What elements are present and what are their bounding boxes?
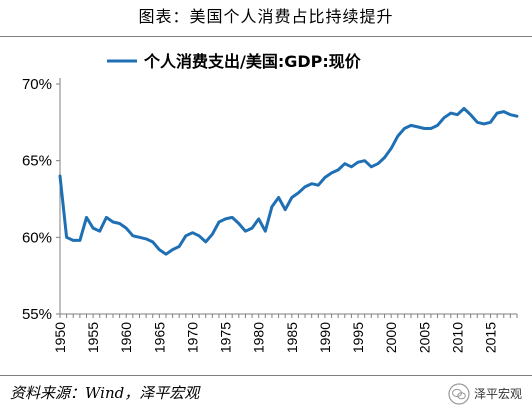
footer-divider <box>0 375 532 376</box>
x-tick-label: 1995 <box>350 322 366 353</box>
y-tick-label: 70% <box>22 76 52 93</box>
x-tick-label: 2010 <box>449 322 465 353</box>
y-tick-label: 65% <box>22 153 52 170</box>
x-tick-label: 2005 <box>416 322 432 353</box>
wechat-logo-icon <box>448 383 470 405</box>
chart-title: 图表：美国个人消费占比持续提升 <box>138 7 394 26</box>
x-tick-label: 1970 <box>184 322 200 353</box>
x-tick-label: 2015 <box>483 322 499 353</box>
line-chart: 55% 60% 65% 70% 1950 1955 1960 1965 1970 1975 1980… <box>22 52 519 353</box>
x-tick-label: 1960 <box>118 322 134 353</box>
x-tick-label: 1980 <box>251 322 267 353</box>
watermark: 泽平宏观 <box>448 380 522 408</box>
x-tick-label: 1950 <box>52 322 68 353</box>
source-note: 资料来源：Wind，泽平宏观 <box>10 384 200 402</box>
x-tick-label: 1990 <box>317 322 333 353</box>
x-tick-label: 2000 <box>383 322 399 353</box>
x-tick-label: 1955 <box>85 322 101 353</box>
title-divider <box>0 36 532 37</box>
x-tick-label: 1975 <box>218 322 234 353</box>
x-tick-label: 1985 <box>284 322 300 353</box>
series-line <box>58 107 519 256</box>
y-tick-label: 55% <box>22 306 52 323</box>
watermark-text: 泽平宏观 <box>473 387 522 401</box>
y-tick-label: 60% <box>22 229 52 246</box>
legend-label: 个人消费支出/美国:GDP:现价 <box>143 52 362 71</box>
x-tick-label: 1965 <box>151 322 167 353</box>
